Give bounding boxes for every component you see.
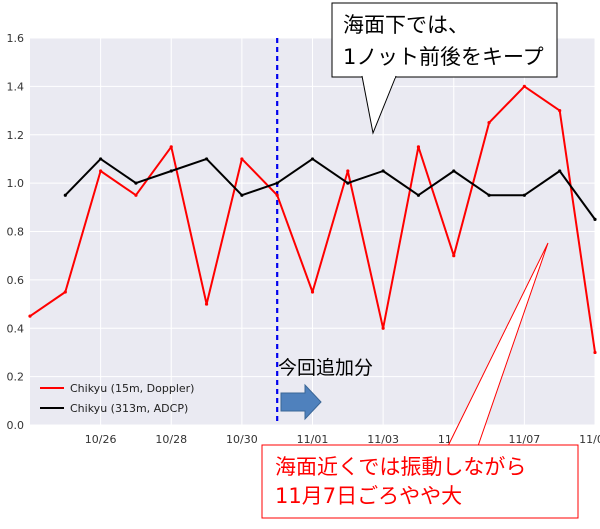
- arrow-label: 今回追加分: [278, 357, 373, 379]
- data-point: [28, 315, 31, 318]
- upper-callout-line-1: 海面下では、: [343, 13, 469, 37]
- data-point: [311, 290, 314, 293]
- x-tick-label: 11/01: [297, 433, 329, 446]
- legend-label-adcp: Chikyu (313m, ADCP): [70, 402, 188, 415]
- data-point: [170, 145, 173, 148]
- data-point: [276, 194, 279, 197]
- data-point: [205, 157, 208, 160]
- y-tick-label: 0.2: [7, 371, 25, 384]
- y-tick-label: 1.4: [7, 80, 25, 93]
- x-tick-label: 10/26: [85, 433, 117, 446]
- data-point: [487, 121, 490, 124]
- data-point: [134, 182, 137, 185]
- data-point: [99, 169, 102, 172]
- data-point: [523, 85, 526, 88]
- data-point: [452, 169, 455, 172]
- data-point: [64, 194, 67, 197]
- data-point: [417, 194, 420, 197]
- upper-callout-line-2: 1ノット前後をキープ: [343, 45, 544, 69]
- data-point: [346, 169, 349, 172]
- data-point: [523, 194, 526, 197]
- data-point: [99, 157, 102, 160]
- data-point: [240, 157, 243, 160]
- x-tick-label: 10/30: [226, 433, 258, 446]
- data-point: [240, 194, 243, 197]
- legend-label-doppler: Chikyu (15m, Doppler): [70, 382, 194, 395]
- y-tick-label: 0.0: [7, 419, 25, 432]
- y-tick-label: 1.6: [7, 32, 25, 45]
- y-tick-label: 1.2: [7, 129, 25, 142]
- y-tick-label: 0.6: [7, 274, 25, 287]
- lower-callout-line-1: 海面近くでは振動しながら: [275, 455, 526, 479]
- data-point: [276, 182, 279, 185]
- data-point: [205, 302, 208, 305]
- data-point: [593, 218, 596, 221]
- data-point: [382, 327, 385, 330]
- x-tick-label: 10/28: [155, 433, 187, 446]
- data-point: [452, 254, 455, 257]
- data-point: [558, 169, 561, 172]
- data-point: [134, 194, 137, 197]
- lower-callout-line-2: 11月7日ごろやや大: [275, 484, 462, 508]
- data-point: [382, 169, 385, 172]
- data-point: [346, 182, 349, 185]
- data-point: [417, 145, 420, 148]
- data-point: [593, 351, 596, 354]
- x-tick-label: 11/03: [367, 433, 399, 446]
- data-point: [558, 109, 561, 112]
- data-point: [170, 169, 173, 172]
- data-point: [311, 157, 314, 160]
- y-tick-label: 1.0: [7, 177, 25, 190]
- data-point: [487, 194, 490, 197]
- y-tick-label: 0.8: [7, 226, 25, 239]
- x-tick-label: 11/07: [509, 433, 541, 446]
- data-point: [64, 290, 67, 293]
- y-tick-label: 0.4: [7, 322, 25, 335]
- x-tick-label: 11/09: [579, 433, 600, 446]
